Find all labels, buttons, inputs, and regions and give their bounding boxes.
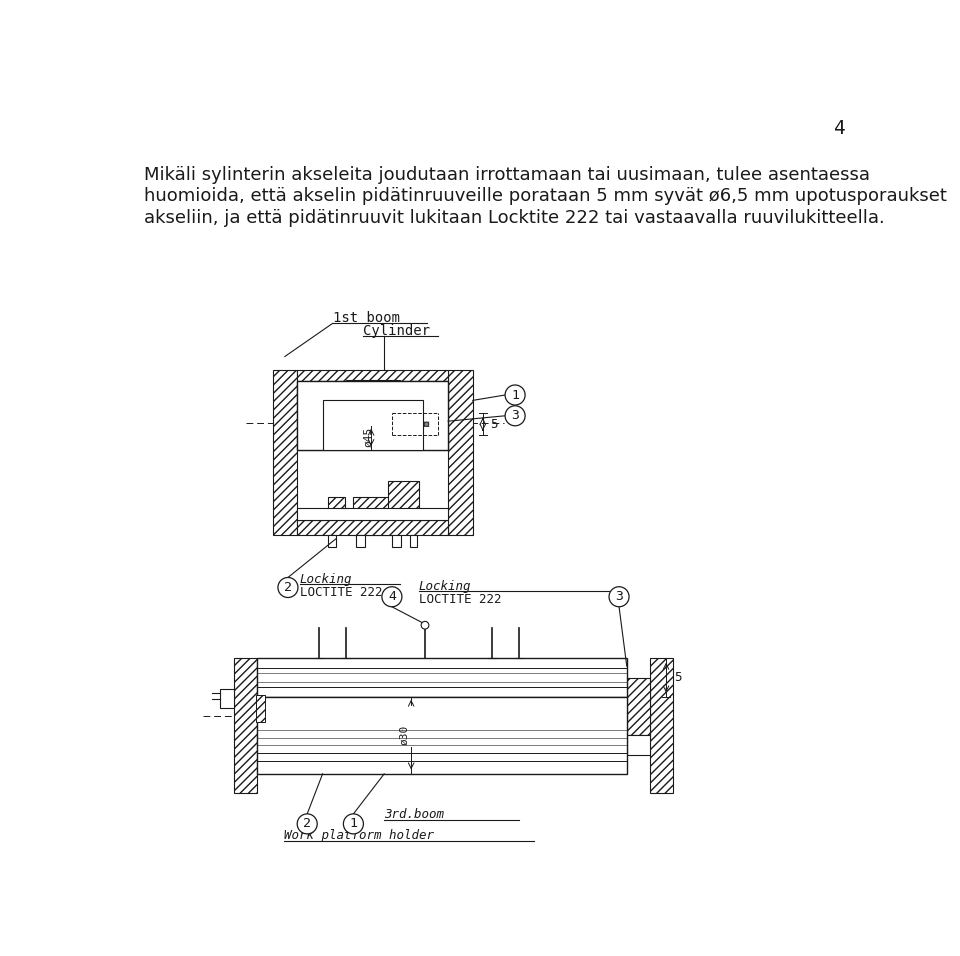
Text: 3: 3	[511, 409, 519, 423]
Circle shape	[609, 587, 629, 607]
Text: LOCTITE 222: LOCTITE 222	[300, 586, 382, 599]
Bar	[627, 678, 650, 735]
Bar	[323, 401, 422, 450]
Bar	[273, 370, 298, 535]
Bar	[234, 659, 257, 793]
Bar	[410, 535, 418, 547]
Text: 1st boom: 1st boom	[332, 311, 399, 325]
Bar	[650, 659, 673, 793]
Circle shape	[278, 577, 298, 598]
Bar	[257, 659, 627, 697]
Text: 3: 3	[615, 590, 623, 603]
Bar	[298, 435, 323, 450]
Bar	[353, 496, 392, 535]
Text: Work platform holder: Work platform holder	[284, 829, 434, 842]
Text: 2: 2	[303, 817, 311, 831]
Text: akseliin, ja että pidätinruuvit lukitaan Locktite 222 tai vastaavalla ruuvilukit: akseliin, ja että pidätinruuvit lukitaan…	[144, 209, 885, 227]
Text: 3rd.boom: 3rd.boom	[384, 808, 444, 821]
Bar	[257, 697, 627, 773]
Bar	[298, 381, 448, 450]
Bar	[298, 509, 448, 520]
Text: 4: 4	[834, 120, 846, 138]
Bar	[220, 689, 234, 708]
Text: Cylinder: Cylinder	[364, 324, 430, 338]
Text: Mikäli sylinterin akseleita joudutaan irrottamaan tai uusimaan, tulee asentaessa: Mikäli sylinterin akseleita joudutaan ir…	[144, 165, 870, 184]
Text: 5: 5	[675, 671, 682, 684]
Circle shape	[344, 814, 364, 834]
Bar	[346, 380, 399, 425]
Circle shape	[424, 422, 429, 426]
Text: 2: 2	[284, 581, 292, 594]
Text: Locking: Locking	[419, 580, 471, 594]
Bar	[328, 496, 345, 516]
Bar	[448, 370, 472, 535]
Bar	[328, 535, 336, 547]
Text: ø30: ø30	[399, 726, 410, 746]
Text: LOCTITE 222: LOCTITE 222	[419, 593, 501, 605]
Bar	[255, 695, 265, 722]
Bar	[392, 535, 401, 547]
Text: huomioida, että akselin pidätinruuveille porataan 5 mm syvät ø6,5 mm upotusporau: huomioida, että akselin pidätinruuveille…	[144, 187, 947, 206]
Text: 5: 5	[490, 418, 497, 431]
Bar	[627, 735, 650, 754]
Circle shape	[421, 621, 429, 629]
Bar	[298, 520, 448, 535]
Text: Locking: Locking	[300, 574, 352, 586]
Text: ø45: ø45	[364, 427, 373, 447]
Circle shape	[382, 587, 402, 607]
Bar	[298, 370, 448, 381]
Bar	[298, 381, 448, 401]
Text: 1: 1	[511, 388, 519, 402]
Circle shape	[505, 405, 525, 425]
Text: 4: 4	[388, 590, 396, 603]
Circle shape	[298, 814, 317, 834]
Bar	[356, 535, 365, 547]
Text: 1: 1	[349, 817, 357, 831]
Circle shape	[505, 385, 525, 405]
Bar	[388, 481, 419, 520]
Bar	[422, 435, 448, 450]
